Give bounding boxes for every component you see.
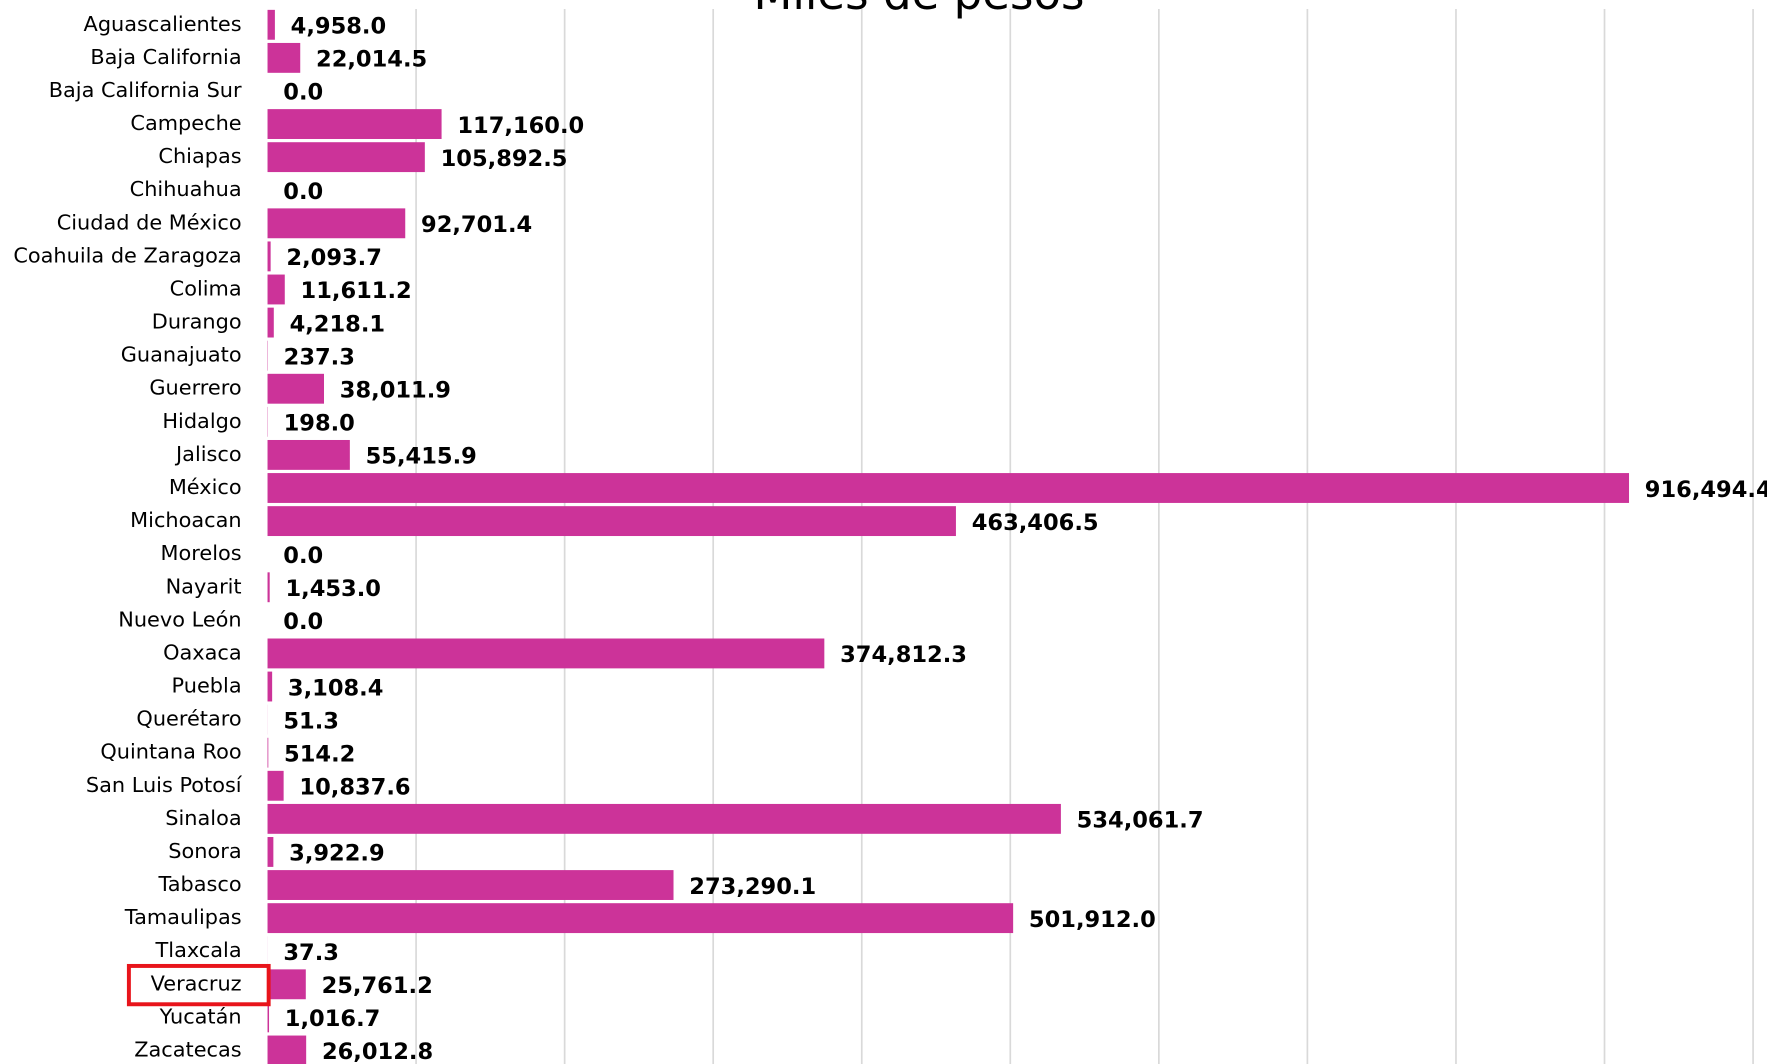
value-label: 26,012.8 (322, 1039, 433, 1064)
category-label: Chihuahua (130, 177, 242, 201)
category-label: Nayarit (166, 574, 242, 598)
value-label: 22,014.5 (316, 47, 427, 73)
category-label: Chiapas (158, 144, 241, 168)
grid (415, 9, 1754, 1064)
bar (267, 241, 271, 272)
value-label: 3,108.4 (288, 675, 384, 701)
category-label: Michoacan (130, 508, 241, 532)
category-label: Colima (170, 276, 242, 300)
bar (267, 638, 825, 669)
bar (267, 373, 324, 404)
value-label: 51.3 (283, 708, 339, 734)
value-label: 1,016.7 (285, 1006, 381, 1032)
bar (267, 473, 1630, 503)
bar (267, 803, 1061, 834)
value-label: 273,290.1 (689, 874, 816, 900)
category-label: Puebla (172, 674, 242, 698)
value-label: 916,494.4 (1645, 477, 1767, 503)
value-label: 55,415.9 (366, 444, 477, 470)
bar (267, 307, 274, 338)
value-label: 4,958.0 (291, 14, 387, 40)
category-label: Sinaloa (165, 806, 241, 830)
value-label: 25,761.2 (322, 973, 433, 999)
category-label: Ciudad de México (57, 210, 242, 234)
value-label: 2,093.7 (286, 245, 382, 271)
value-label: 198.0 (284, 411, 355, 437)
category-label: Coahuila de Zaragoza (13, 243, 241, 267)
bar (267, 506, 956, 537)
category-label: Guanajuato (121, 343, 242, 367)
category-label: Sonora (168, 839, 241, 863)
category-label: Tabasco (157, 872, 241, 896)
category-label: Campeche (130, 111, 241, 135)
value-label: 3,922.9 (289, 841, 385, 867)
bar (267, 439, 350, 470)
category-label: Yucatán (159, 1004, 242, 1028)
bar (267, 671, 273, 702)
category-label: México (169, 475, 242, 499)
bar (267, 208, 406, 239)
value-label: 11,611.2 (301, 278, 412, 304)
bars: Aguascalientes 4,958.0 Baja California 22,0… (13, 9, 1767, 1064)
chart-title: Miles de pesos (753, 0, 1084, 20)
bar (267, 42, 301, 73)
bar (267, 1002, 270, 1033)
category-label: Zacatecas (134, 1037, 241, 1061)
value-label: 92,701.4 (421, 212, 532, 238)
category-label: Nuevo León (118, 607, 241, 631)
bar (267, 903, 1014, 934)
bar (267, 572, 270, 603)
bar (267, 274, 285, 305)
category-label: Oaxaca (163, 640, 242, 664)
value-label: 37.3 (283, 940, 339, 966)
category-label: Tlaxcala (155, 938, 242, 962)
category-label: Guerrero (149, 376, 241, 400)
value-label: 501,912.0 (1029, 907, 1156, 933)
bar (267, 142, 425, 173)
value-label: 38,011.9 (340, 378, 451, 404)
value-label: 117,160.0 (457, 113, 584, 139)
category-label: Baja California Sur (49, 78, 242, 102)
value-label: 463,406.5 (972, 510, 1099, 536)
bar (267, 770, 284, 801)
category-label: Quintana Roo (100, 740, 241, 764)
bar (267, 1035, 307, 1064)
category-label: Tamaulipas (124, 905, 242, 929)
category-label: San Luis Potosí (86, 773, 243, 797)
value-label: 534,061.7 (1077, 808, 1204, 834)
value-label: 4,218.1 (290, 311, 386, 337)
category-label: Aguascalientes (84, 12, 242, 36)
bar (267, 837, 274, 867)
category-label: Baja California (90, 45, 241, 69)
bar (267, 9, 275, 40)
value-label: 0.0 (283, 543, 323, 569)
category-label: Querétaro (136, 707, 241, 731)
bar (267, 109, 442, 139)
value-label: 237.3 (284, 344, 355, 370)
category-label: Veracruz (151, 971, 242, 995)
value-label: 1,453.0 (285, 576, 381, 602)
bar (267, 969, 306, 1000)
category-label: Durango (152, 310, 242, 334)
highlight-box (126, 963, 271, 1007)
category-label: Jalisco (174, 442, 242, 466)
category-label: Hidalgo (162, 409, 241, 433)
value-label: 10,837.6 (299, 775, 410, 801)
value-label: 0.0 (283, 609, 323, 635)
bar (267, 870, 674, 900)
value-label: 0.0 (283, 179, 323, 205)
value-label: 0.0 (283, 80, 323, 106)
bar (267, 737, 269, 768)
category-label: Morelos (161, 541, 242, 565)
value-label: 514.2 (284, 741, 355, 767)
value-label: 374,812.3 (840, 642, 967, 668)
value-label: 105,892.5 (441, 146, 568, 172)
